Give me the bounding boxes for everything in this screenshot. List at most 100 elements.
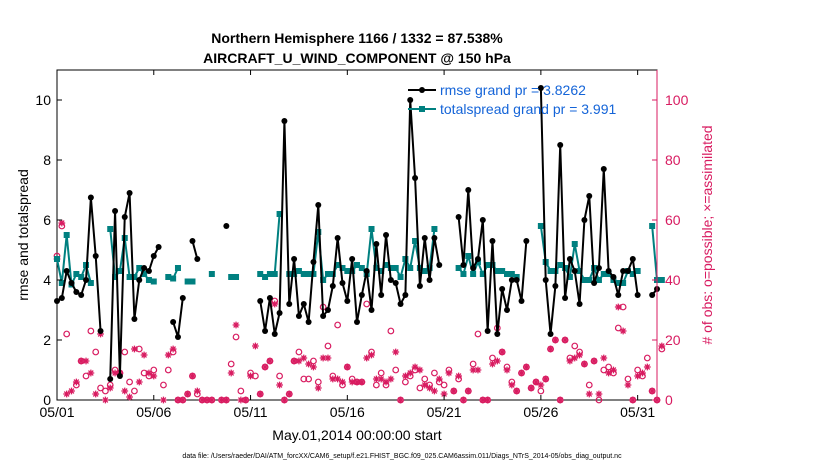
rmse-point — [344, 298, 351, 304]
y-right-tick-label: 60 — [665, 212, 681, 228]
totalspread-point — [107, 226, 114, 232]
totalspread-point — [126, 274, 133, 280]
obs-assimilated-marker — [227, 369, 235, 377]
totalspread-point — [63, 232, 70, 238]
rmse-point — [68, 280, 75, 286]
obs-possible-marker — [227, 360, 235, 368]
obs-possible-marker — [440, 381, 448, 389]
rmse-point — [112, 208, 119, 214]
obs-assimilated-marker — [276, 381, 283, 389]
rmse-point — [145, 268, 152, 274]
obs-assimilated-marker — [585, 390, 593, 398]
obs-possible-marker — [643, 354, 651, 362]
obs-assimilated-marker — [101, 396, 109, 404]
totalspread-point — [300, 271, 307, 277]
totalspread-point — [189, 278, 196, 285]
rmse-point — [392, 280, 399, 286]
obs-assimilated-marker — [551, 336, 559, 344]
totalspread-point — [383, 262, 390, 268]
obs-assimilated-marker — [648, 387, 656, 395]
obs-assimilated-marker — [537, 381, 545, 389]
totalspread-point — [634, 268, 641, 274]
obs-assimilated-marker — [160, 396, 167, 404]
y-tick-label: 0 — [43, 392, 51, 408]
totalspread-point — [557, 262, 564, 268]
obs-possible-marker — [232, 333, 240, 341]
obs-assimilated-marker — [314, 384, 322, 392]
totalspread-point — [73, 271, 80, 277]
totalspread-point — [233, 274, 240, 280]
totalspread-point — [174, 265, 181, 271]
obs-assimilated-marker — [518, 369, 525, 377]
obs-possible-marker — [276, 372, 283, 380]
obs-possible-marker — [600, 366, 608, 374]
rmse-point — [571, 268, 578, 274]
obs-assimilated-marker — [527, 384, 535, 392]
obs-assimilated-marker — [222, 396, 230, 404]
obs-assimilated-marker — [464, 387, 472, 395]
x-tick-label: 05/11 — [234, 404, 268, 420]
totalspread-point — [165, 274, 172, 280]
rmse-point — [494, 331, 501, 337]
totalspread-point — [136, 265, 143, 271]
obs-assimilated-marker — [310, 363, 317, 371]
totalspread-point — [373, 265, 380, 271]
obs-assimilated-marker — [566, 357, 574, 365]
totalspread-point — [470, 271, 477, 277]
obs-assimilated-marker — [634, 372, 642, 380]
rmse-point — [286, 301, 293, 307]
y-tick-label: 2 — [43, 332, 51, 348]
totalspread-point — [387, 265, 394, 271]
rmse-line — [191, 240, 199, 260]
rmse-point — [324, 307, 331, 313]
obs-assimilated-marker — [251, 342, 259, 350]
totalspread-point — [537, 223, 544, 229]
rmse-point — [436, 262, 443, 268]
obs-possible-marker — [82, 372, 90, 380]
y-right-tick-label: 40 — [665, 272, 681, 288]
obs-assimilated-marker — [145, 369, 153, 377]
rmse-point — [460, 262, 467, 268]
obs-assimilated-marker — [295, 357, 303, 365]
obs-assimilated-marker — [111, 369, 119, 377]
obs-assimilated-marker — [87, 369, 95, 377]
totalspread-point — [460, 271, 467, 277]
totalspread-point — [170, 275, 177, 282]
legend-spread-label: totalspread grand pr = 3.991 — [440, 101, 617, 117]
obs-assimilated-marker — [624, 381, 632, 389]
rmse-point — [170, 319, 177, 325]
obs-assimilated-marker — [411, 363, 419, 371]
rmse-point — [489, 238, 496, 244]
totalspread-point — [571, 241, 578, 247]
totalspread-point — [620, 280, 627, 286]
obs-assimilated-marker — [397, 396, 404, 404]
totalspread-point — [276, 211, 283, 217]
totalspread-point — [58, 280, 65, 286]
obs-assimilated-marker — [247, 372, 254, 380]
totalspread-point — [257, 271, 264, 277]
y-axis-label: rmse and totalspread — [15, 169, 31, 301]
obs-assimilated-marker — [256, 390, 264, 398]
obs-possible-marker — [63, 330, 71, 338]
totalspread-point — [266, 271, 273, 277]
obs-possible-marker — [160, 381, 167, 389]
obs-assimilated-marker — [460, 396, 467, 404]
rmse-point — [586, 193, 593, 199]
totalspread-point — [329, 271, 336, 277]
rmse-point — [174, 334, 181, 340]
obs-possible-marker — [585, 381, 593, 389]
obs-assimilated-marker — [435, 375, 443, 383]
obs-possible-marker — [121, 348, 129, 356]
y-tick-label: 8 — [43, 152, 51, 168]
obs-assimilated-marker — [581, 360, 588, 368]
rmse-point — [63, 268, 70, 274]
obs-count-markers — [53, 219, 666, 404]
obs-assimilated-marker — [281, 396, 288, 404]
obs-assimilated-marker — [547, 345, 554, 353]
rmse-point — [547, 331, 554, 337]
obs-assimilated-marker — [392, 348, 400, 356]
obs-assimilated-marker — [300, 354, 308, 362]
totalspread-point — [368, 226, 375, 232]
plot-area — [56, 69, 658, 401]
rmse-point — [83, 277, 90, 283]
